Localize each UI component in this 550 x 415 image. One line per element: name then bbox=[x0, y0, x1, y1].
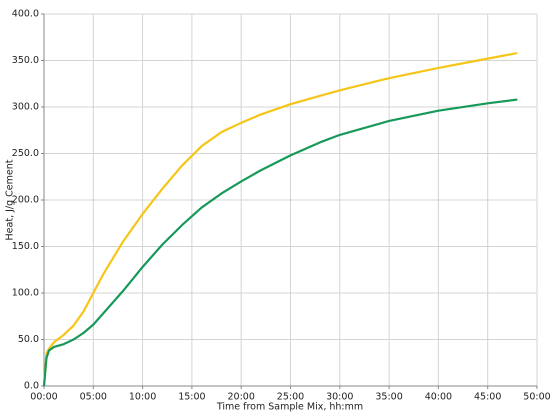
x-tick-label: 00:00 bbox=[30, 392, 57, 403]
y-tick-label: 150.0 bbox=[12, 241, 39, 252]
x-tick-label: 20:00 bbox=[228, 392, 255, 403]
y-tick-label: 50.0 bbox=[18, 334, 39, 345]
y-tick-label: 200.0 bbox=[12, 195, 39, 206]
x-tick-label: 25:00 bbox=[277, 392, 304, 403]
x-tick-label: 05:00 bbox=[80, 392, 107, 403]
x-tick-label: 45:00 bbox=[474, 392, 501, 403]
y-tick-label: 0.0 bbox=[24, 381, 39, 392]
x-axis-label: Time from Sample Mix, hh:mm bbox=[216, 402, 363, 413]
x-tick-label: 15:00 bbox=[178, 392, 205, 403]
y-tick-label: 300.0 bbox=[12, 102, 39, 113]
y-tick-label: 100.0 bbox=[12, 288, 39, 299]
y-axis-label: Heat, J/g Cement bbox=[5, 159, 16, 240]
y-tick-label: 250.0 bbox=[12, 148, 39, 159]
x-tick-label: 30:00 bbox=[326, 392, 353, 403]
x-tick-label: 10:00 bbox=[129, 392, 156, 403]
series-line bbox=[42, 51, 518, 387]
series-line bbox=[42, 98, 518, 387]
x-tick-label: 50:00 bbox=[523, 392, 550, 403]
y-tick-label: 400.0 bbox=[12, 9, 39, 20]
y-tick-label: 350.0 bbox=[12, 55, 39, 66]
x-tick-label: 40:00 bbox=[425, 392, 452, 403]
x-tick-label: 35:00 bbox=[375, 392, 402, 403]
